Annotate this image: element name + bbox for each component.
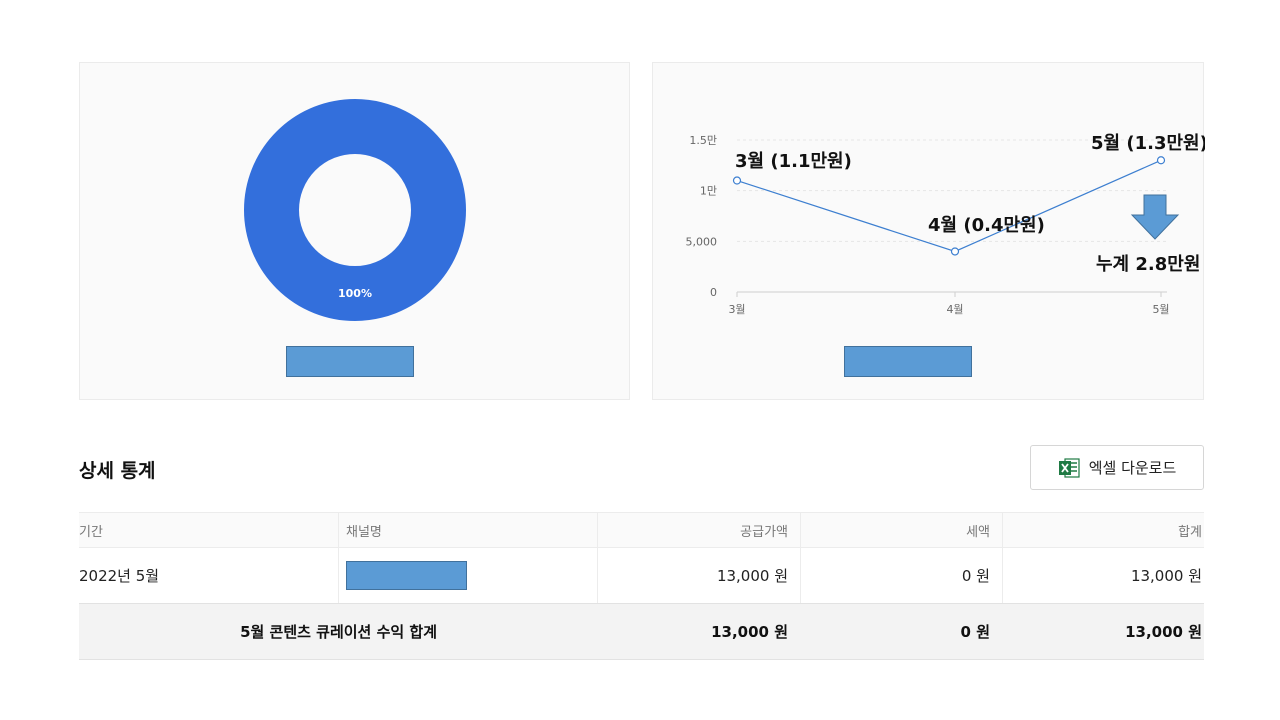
column-header-supply: 공급가액 (597, 513, 800, 547)
row-period: 2022년 5월 (79, 567, 160, 585)
column-header-period: 기간 (79, 524, 103, 540)
data-point (732, 176, 742, 185)
donut-chart: 100% (244, 99, 466, 321)
total-row: 5월 콘텐츠 큐레이션 수익 합계 13,000 원 0 원 13,000 원 (79, 603, 1204, 660)
column-header-channel: 채널명 (338, 513, 597, 547)
column-header-total: 합계 (1002, 513, 1204, 547)
cumulative-summary: 누계 2.8만원 (1096, 254, 1200, 275)
data-point (1156, 156, 1166, 165)
y-tick-label: 1만 (700, 185, 717, 198)
detail-stats-table: 기간 채널명 공급가액 세액 합계 2022년 5월 13,000 원 0 원 … (79, 512, 1204, 660)
excel-download-button[interactable]: 엑셀 다운로드 (1030, 445, 1204, 490)
donut-legend-redacted (286, 346, 414, 377)
donut-slice-label: 100% (338, 287, 372, 300)
data-annotation: 5월 (1.3만원) (1091, 133, 1205, 154)
table-header-row: 기간 채널명 공급가액 세액 합계 (79, 512, 1204, 547)
excel-download-label: 엑셀 다운로드 (1088, 459, 1177, 477)
line-chart-card: 0 5,000 1만 1.5만 3월 4월 5월 3월 (1.1만원) 4월 (0.4만원) 5월… (652, 62, 1206, 400)
total-supply: 13,000 원 (711, 623, 788, 641)
x-tick-label: 3월 (728, 303, 745, 316)
section-title: 상세 통계 (79, 460, 156, 482)
series-line (736, 159, 1162, 253)
data-annotation: 4월 (0.4만원) (928, 215, 1045, 236)
line-legend-redacted (844, 346, 972, 377)
x-tick-label: 5월 (1152, 303, 1169, 316)
total-tax: 0 원 (960, 623, 990, 641)
y-tick-label: 1.5만 (689, 134, 717, 147)
channel-name-redacted (346, 561, 467, 590)
data-annotation: 3월 (1.1만원) (735, 151, 852, 172)
row-total: 13,000 원 (1002, 548, 1204, 603)
donut-slice (244, 99, 466, 321)
data-point (950, 247, 960, 256)
table-row: 2022년 5월 13,000 원 0 원 13,000 원 (79, 547, 1204, 603)
arrow-down-icon (1130, 194, 1180, 240)
x-tick-label: 4월 (946, 303, 963, 316)
row-channel (338, 548, 597, 603)
line-chart: 0 5,000 1만 1.5만 3월 4월 5월 3월 (1.1만원) 4월 (0.4만원) 5월… (686, 133, 1206, 316)
excel-icon (1058, 457, 1080, 479)
total-label: 5월 콘텐츠 큐레이션 수익 합계 (240, 623, 437, 641)
row-tax: 0 원 (800, 548, 1002, 603)
y-tick-label: 0 (710, 286, 717, 299)
y-tick-label: 5,000 (686, 235, 718, 248)
donut-chart-card: 100% (79, 62, 630, 400)
total-sum: 13,000 원 (1125, 623, 1202, 641)
row-supply: 13,000 원 (597, 548, 800, 603)
column-header-tax: 세액 (800, 513, 1002, 547)
